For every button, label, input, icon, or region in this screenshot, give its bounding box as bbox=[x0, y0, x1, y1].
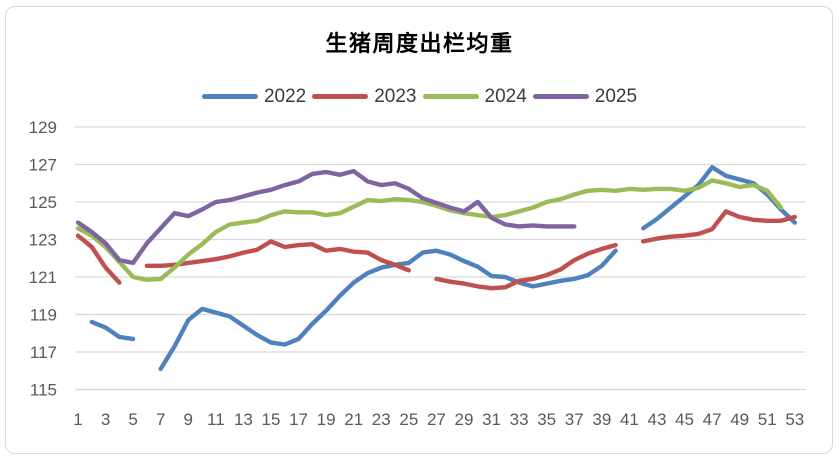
series-line-2024[interactable] bbox=[75, 178, 784, 282]
legend-item-2022[interactable]: 2022 bbox=[201, 86, 307, 107]
legend-label-2023: 2023 bbox=[374, 86, 417, 107]
legend-swatch-2022-icon bbox=[201, 94, 258, 99]
legend-swatch-2024-icon bbox=[422, 94, 479, 99]
x-axis-label: 7 bbox=[156, 410, 165, 429]
x-axis-label: 25 bbox=[399, 410, 418, 429]
series-line-2023[interactable] bbox=[75, 209, 797, 291]
y-axis-label: 121 bbox=[29, 268, 57, 287]
legend-label-2024: 2024 bbox=[484, 86, 527, 107]
x-axis-label: 31 bbox=[482, 410, 501, 429]
x-axis-label: 19 bbox=[317, 410, 336, 429]
legend-label-2025: 2025 bbox=[594, 86, 638, 107]
x-axis-label: 47 bbox=[703, 410, 722, 429]
x-axis-label: 1 bbox=[73, 410, 82, 429]
y-axis-label: 127 bbox=[29, 156, 57, 175]
legend-item-2025[interactable]: 2025 bbox=[532, 86, 638, 107]
x-axis-label: 5 bbox=[128, 410, 137, 429]
x-axis-label: 13 bbox=[234, 410, 253, 429]
x-axis-label: 3 bbox=[101, 410, 110, 429]
y-axis-label: 125 bbox=[29, 193, 57, 212]
x-axis-label: 9 bbox=[184, 410, 193, 429]
chart-legend: 2022 2023 2024 2025 bbox=[0, 87, 839, 106]
x-axis-label: 23 bbox=[372, 410, 391, 429]
x-axis-label: 45 bbox=[675, 410, 694, 429]
x-axis-label: 29 bbox=[455, 410, 474, 429]
y-axis-label: 117 bbox=[30, 343, 57, 362]
x-axis-label: 21 bbox=[344, 410, 363, 429]
x-axis-label: 39 bbox=[592, 410, 611, 429]
y-axis-label: 115 bbox=[30, 381, 57, 400]
series-line-2025[interactable] bbox=[75, 168, 577, 266]
x-axis-label: 27 bbox=[427, 410, 446, 429]
series-line-2022[interactable] bbox=[89, 165, 797, 372]
x-axis-label: 35 bbox=[537, 410, 556, 429]
x-axis-label: 53 bbox=[785, 410, 804, 429]
y-axis-label: 119 bbox=[30, 306, 57, 325]
chart-title: 生猪周度出栏均重 bbox=[325, 31, 514, 56]
y-axis-label: 129 bbox=[29, 118, 57, 137]
x-axis-label: 37 bbox=[565, 410, 584, 429]
x-axis-label: 43 bbox=[648, 410, 667, 429]
y-axis-label: 123 bbox=[29, 231, 57, 250]
x-axis-label: 33 bbox=[510, 410, 529, 429]
x-axis-label: 15 bbox=[262, 410, 281, 429]
x-axis-label: 17 bbox=[289, 410, 308, 429]
x-axis-label: 49 bbox=[730, 410, 749, 429]
legend-item-2023[interactable]: 2023 bbox=[312, 86, 417, 107]
x-axis-label: 41 bbox=[620, 410, 639, 429]
legend-swatch-2025-icon bbox=[532, 94, 589, 99]
x-axis-label: 51 bbox=[758, 410, 777, 429]
legend-swatch-2023-icon bbox=[312, 94, 369, 99]
x-axis-label: 11 bbox=[207, 410, 225, 429]
legend-item-2024[interactable]: 2024 bbox=[422, 86, 527, 107]
legend-label-2022: 2022 bbox=[263, 86, 307, 107]
